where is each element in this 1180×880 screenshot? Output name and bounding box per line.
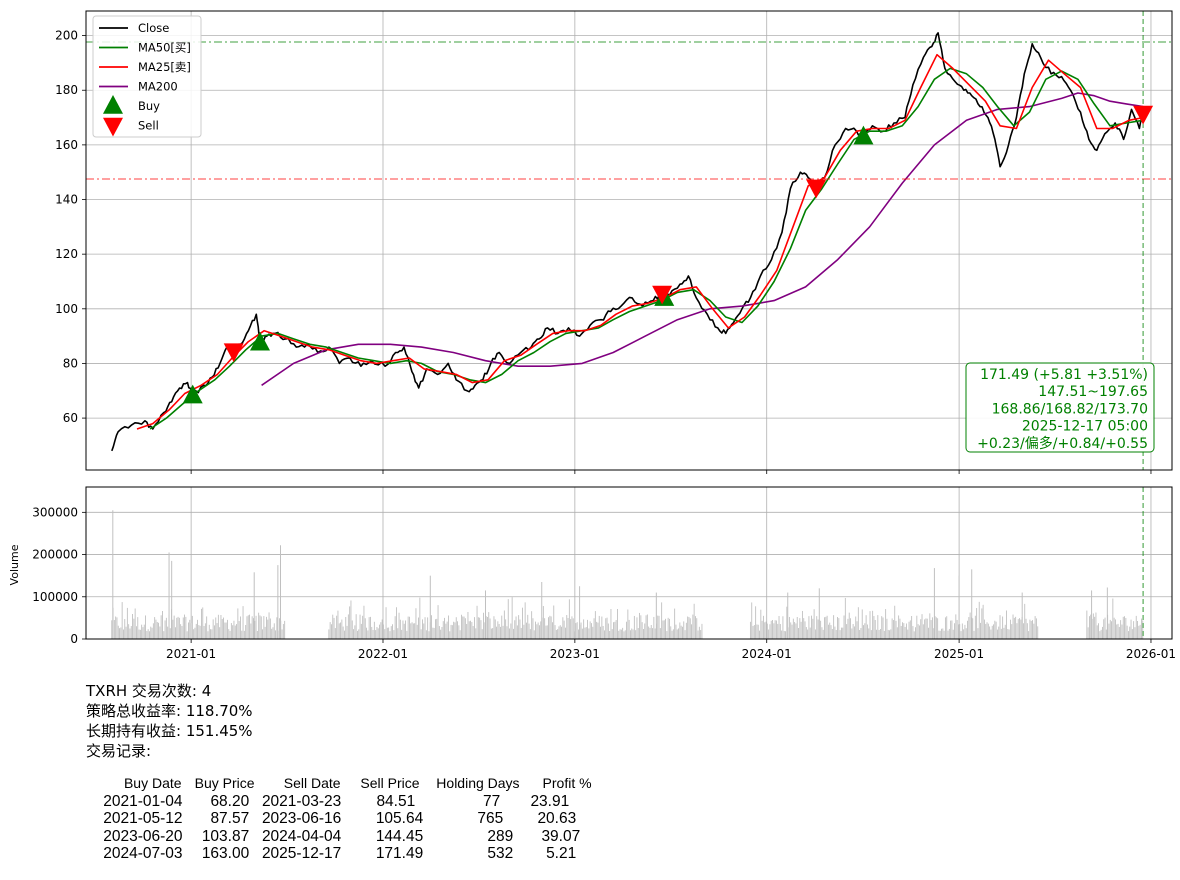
trades-table: Buy Date Buy Price Sell Date Sell Price Hold… — [86, 759, 592, 862]
volume-axis-label: Volume — [8, 544, 21, 585]
trade-profit: 23.91 — [530, 792, 570, 810]
stock-chart: 60 80 100 120 140 160 180 200 0 100000 200000 3000… — [8, 10, 1177, 661]
legend-marker — [103, 95, 123, 114]
sell-marker — [652, 285, 673, 305]
info-line: 171.49 (+5.81 +3.51%) — [980, 367, 1148, 383]
price-y-tick-label: 120 — [55, 247, 78, 261]
info-box: 171.49 (+5.81 +3.51%)147.51~197.65168.86… — [965, 362, 1155, 453]
header-buy-date: Buy Date — [123, 775, 182, 791]
summary-buy-hold-return: 长期持有收益: 151.45% — [86, 722, 253, 740]
info-line: +0.23/偏多/+0.84/+0.55 — [977, 435, 1148, 452]
trade-sell-price: 84.51 — [376, 792, 416, 810]
trade-buy-date: 2023-06-20 — [103, 827, 183, 845]
buy-marker — [853, 125, 874, 145]
header-holding-days: Holding Days — [436, 775, 520, 791]
header-profit: Profit % — [542, 775, 592, 791]
volume-y-tick-label: 200000 — [32, 548, 78, 562]
trade-buy-date: 2021-01-04 — [103, 792, 183, 810]
header-sell-date: Sell Date — [283, 775, 341, 791]
x-axis-ticks: 2021-01 2022-01 2023-01 2024-01 2025-01 2026-… — [166, 470, 1176, 661]
legend-label: MA50[买] — [138, 41, 191, 55]
price-lines — [111, 32, 1144, 452]
buy-marker — [182, 384, 203, 404]
trade-buy-price: 163.00 — [201, 845, 250, 862]
trade-profit: 20.63 — [537, 810, 577, 827]
sell-marker — [223, 343, 244, 363]
sell-marker — [1133, 105, 1154, 125]
trade-sell-price: 171.49 — [375, 845, 424, 862]
price-y-tick-label: 160 — [55, 138, 78, 152]
trades-header-row: Buy Date Buy Price Sell Date Sell Price Hold… — [86, 759, 592, 791]
legend-label: MA200 — [138, 80, 178, 94]
legend: Close MA50[买] MA25[卖] MA200 Buy Sell — [92, 15, 202, 138]
trade-buy-date: 2021-05-12 — [103, 810, 183, 827]
price-axes-frame — [85, 10, 1173, 471]
price-y-tick-label: 140 — [55, 193, 78, 207]
header-buy-price: Buy Price — [194, 775, 255, 791]
volume-y-ticks: 0 100000 200000 300000 — [32, 505, 86, 646]
buy-marker — [249, 331, 270, 351]
trade-sell-price: 144.45 — [375, 827, 424, 845]
legend-box — [92, 15, 202, 138]
trade-buy-date: 2024-07-03 — [103, 845, 183, 862]
volume-y-tick-label: 300000 — [32, 505, 78, 519]
header-sell-price: Sell Price — [360, 775, 420, 791]
series-line — [136, 53, 1144, 430]
legend-label: MA25[卖] — [138, 60, 191, 74]
legend-label: Close — [138, 21, 169, 35]
trade-profit: 5.21 — [546, 845, 577, 862]
price-y-tick-label: 100 — [55, 302, 78, 316]
trade-buy-price: 103.87 — [201, 827, 250, 845]
trade-sell-date: 2021-03-23 — [261, 792, 342, 810]
trade-holding-days: 532 — [487, 845, 514, 862]
trade-row: 2023-06-20 103.87 2024-04-04 144.45 289 39.07 — [86, 810, 592, 845]
trade-holding-days: 77 — [482, 792, 501, 810]
series-line — [111, 32, 1144, 452]
price-y-ticks: 60 80 100 120 140 160 180 200 — [55, 29, 86, 425]
x-tick-label: 2025-01 — [934, 647, 984, 661]
trade-row: 2021-05-12 87.57 2023-06-16 105.64 765 20.63 — [86, 793, 592, 827]
price-y-tick-label: 80 — [63, 356, 78, 370]
price-y-tick-label: 60 — [63, 411, 78, 425]
trade-buy-price: 68.20 — [210, 792, 250, 810]
volume-bars — [111, 510, 1144, 639]
trade-holding-days: 765 — [477, 810, 504, 827]
summary-trade-log-title: 交易记录: — [86, 742, 152, 760]
x-tick-label: 2023-01 — [550, 647, 600, 661]
price-y-tick-label: 200 — [55, 29, 78, 43]
legend-marker — [103, 117, 123, 137]
trade-row: 2021-01-04 68.20 2021-03-23 84.51 77 23.91 — [86, 775, 592, 810]
series-line — [261, 92, 1144, 386]
legend-label: Sell — [138, 119, 159, 133]
trade-buy-price: 87.57 — [210, 810, 250, 827]
sell-marker — [806, 179, 827, 199]
trade-sell-date: 2023-06-16 — [261, 810, 342, 827]
volume-axes-frame — [85, 486, 1173, 640]
reference-lines — [86, 11, 1172, 639]
x-tick-label: 2026-01 — [1126, 647, 1176, 661]
x-tick-label: 2022-01 — [358, 647, 408, 661]
legend-label: Buy — [138, 99, 160, 113]
info-box-frame — [965, 362, 1155, 453]
summary: TXRH 交易次数: 4 策略总收益率: 118.70% 长期持有收益: 151… — [86, 681, 253, 761]
summary-trade-count: TXRH 交易次数: 4 — [86, 682, 212, 700]
summary-strategy-return: 策略总收益率: 118.70% — [86, 702, 253, 720]
trade-sell-date: 2025-12-17 — [261, 845, 342, 862]
series-line — [149, 67, 1144, 430]
info-line: 2025-12-17 05:00 — [1022, 419, 1148, 435]
x-tick-label: 2021-01 — [166, 647, 216, 661]
info-line: 168.86/168.82/173.70 — [992, 401, 1148, 417]
trade-sell-date: 2024-04-04 — [261, 827, 342, 845]
trade-markers — [182, 105, 1154, 404]
volume-y-tick-label: 0 — [70, 632, 78, 646]
trade-profit: 39.07 — [541, 827, 581, 845]
info-line: 147.51~197.65 — [1038, 384, 1148, 400]
x-tick-label: 2024-01 — [742, 647, 792, 661]
trade-sell-price: 105.64 — [375, 810, 424, 827]
volume-y-tick-label: 100000 — [32, 590, 78, 604]
trade-holding-days: 289 — [487, 827, 514, 845]
price-y-tick-label: 180 — [55, 83, 78, 97]
